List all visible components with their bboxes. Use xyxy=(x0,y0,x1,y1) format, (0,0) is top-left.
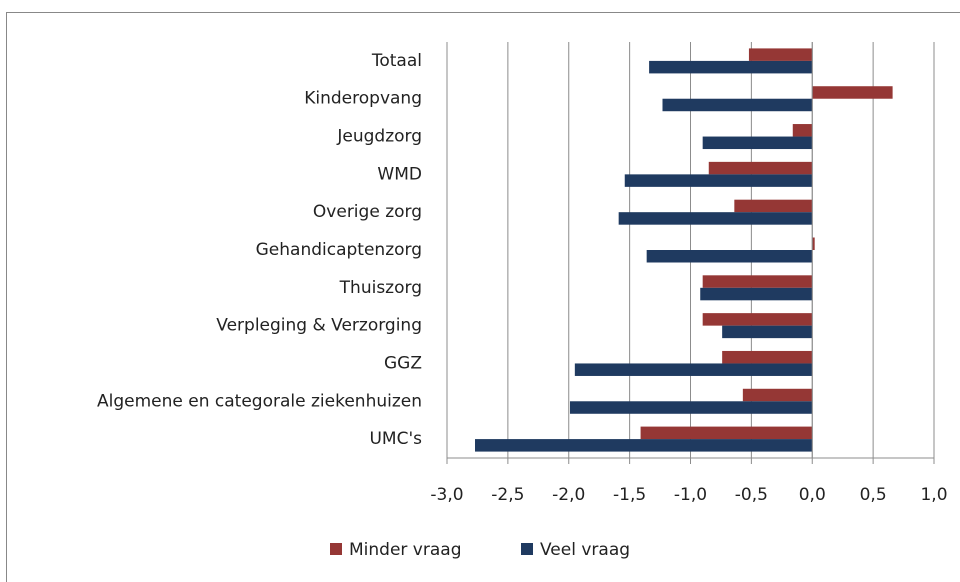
legend-label: Minder vraag xyxy=(349,540,461,560)
x-tick-label: -0,5 xyxy=(735,485,768,505)
x-tick-label: 0,5 xyxy=(860,485,887,505)
bar xyxy=(748,48,813,61)
bar xyxy=(812,237,815,250)
bar xyxy=(722,325,813,339)
bar xyxy=(569,401,813,414)
bar xyxy=(702,275,813,288)
y-tick-label: Thuiszorg xyxy=(339,278,422,298)
bar xyxy=(742,388,813,402)
bar xyxy=(662,98,813,112)
x-tick-label: 1,0 xyxy=(920,485,947,505)
y-tick-label: Totaal xyxy=(371,51,422,71)
bar xyxy=(574,363,813,376)
y-tick-label: GGZ xyxy=(384,353,422,373)
x-tick-label: 0,0 xyxy=(799,485,826,505)
bar xyxy=(722,350,813,364)
bar xyxy=(700,287,813,301)
bar xyxy=(812,86,893,99)
x-tick-label: -1,0 xyxy=(674,485,707,505)
y-tick-label: Verpleging & Verzorging xyxy=(216,316,422,336)
x-tick-label: -1,5 xyxy=(613,485,646,505)
x-tick-label: -3,0 xyxy=(430,485,463,505)
legend-label: Veel vraag xyxy=(540,540,630,560)
x-tick-label: -2,5 xyxy=(491,485,524,505)
bar xyxy=(708,161,813,175)
bar xyxy=(624,174,813,187)
y-tick-label: Algemene en categorale ziekenhuizen xyxy=(97,391,422,411)
bar xyxy=(702,313,813,326)
y-tick-label: WMD xyxy=(377,164,422,184)
bar xyxy=(618,212,813,225)
y-tick-label: UMC's xyxy=(369,429,422,449)
bar xyxy=(640,426,813,440)
bar xyxy=(792,124,813,137)
bar xyxy=(475,439,813,452)
bar xyxy=(646,250,813,263)
bar xyxy=(734,199,813,213)
bar xyxy=(649,60,813,74)
x-tick-label: -2,0 xyxy=(552,485,585,505)
y-tick-label: Gehandicaptenzorg xyxy=(256,240,422,260)
y-tick-label: Kinderopvang xyxy=(304,89,422,109)
legend-swatch xyxy=(330,543,342,555)
y-tick-label: Overige zorg xyxy=(313,202,422,222)
legend-swatch xyxy=(521,543,533,555)
y-tick-label: Jeugdzorg xyxy=(336,127,422,147)
bar xyxy=(702,136,813,150)
